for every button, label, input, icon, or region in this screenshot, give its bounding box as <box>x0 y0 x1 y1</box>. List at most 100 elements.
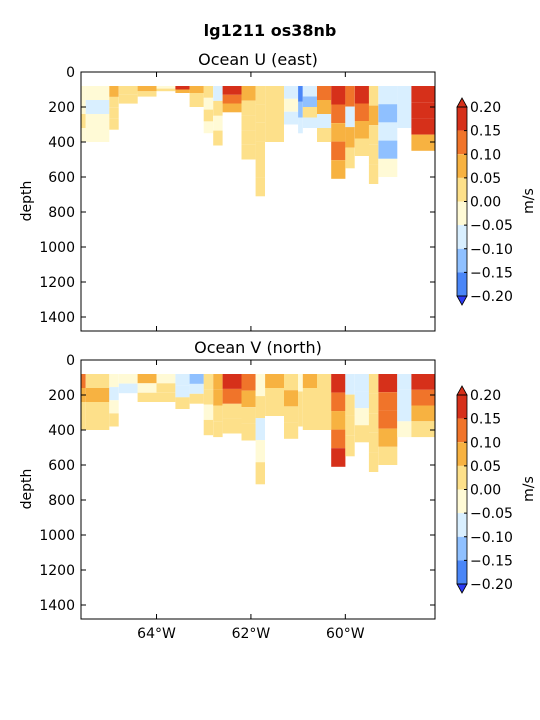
plot-area-v: 0 200 400 600 800 1000 1200 1400 64°W 62°W 60°W <box>39 353 436 642</box>
y-tick-label: 1400 <box>39 598 75 614</box>
data-cell <box>255 141 265 160</box>
data-cell <box>331 448 346 467</box>
data-cell <box>397 421 412 438</box>
data-cell <box>81 128 86 142</box>
colorbar-tick-label: 0.10 <box>470 435 501 451</box>
colorbar-segment <box>457 201 467 226</box>
data-cell <box>255 86 265 105</box>
y-tick-label: 400 <box>48 135 75 151</box>
y-axis-label-v: depth <box>19 469 35 510</box>
colorbar-tick-label: 0.05 <box>470 171 501 187</box>
data-cell <box>298 101 303 118</box>
data-cell <box>241 144 256 160</box>
data-cell <box>378 410 398 429</box>
y-tick-label: 200 <box>48 388 75 404</box>
data-cell <box>354 103 369 121</box>
data-cell <box>378 122 398 141</box>
y-tick-label: 600 <box>48 458 75 474</box>
data-cell <box>411 421 435 438</box>
data-cell <box>222 403 242 419</box>
data-cell <box>175 89 190 93</box>
colorbar-tick-label: 0.20 <box>470 100 501 116</box>
data-cell <box>109 374 119 388</box>
y-tick-label: 1200 <box>39 563 75 579</box>
data-cell <box>397 86 412 100</box>
colorbar-extend-max <box>456 97 468 108</box>
data-cell <box>85 100 110 114</box>
data-cell <box>255 374 265 397</box>
data-cell <box>241 390 256 408</box>
data-cell <box>203 86 214 98</box>
colorbar-label-v: m/s <box>521 476 537 502</box>
plot-area-u: 0 200 400 600 800 1000 1200 1400 <box>39 65 436 332</box>
data-cell <box>241 86 256 101</box>
data-cell <box>331 374 346 393</box>
data-cell <box>378 158 398 177</box>
colorbar-tick-label: −0.05 <box>470 506 513 522</box>
x-tick-label: 62°W <box>232 626 271 642</box>
colorbar-segment <box>457 248 467 273</box>
data-cell <box>368 452 379 472</box>
data-cell <box>109 413 119 427</box>
data-cell <box>175 86 190 90</box>
data-cell <box>317 114 332 128</box>
data-cell <box>331 429 346 449</box>
data-cell <box>118 383 138 394</box>
data-cell <box>397 100 412 114</box>
data-cell <box>222 94 242 104</box>
data-cell <box>265 86 284 100</box>
colorbar-segment <box>457 107 467 131</box>
x-tick-label: 64°W <box>137 626 176 642</box>
data-cell <box>156 383 176 393</box>
data-cell <box>302 402 317 416</box>
y-tick-label: 800 <box>48 205 75 221</box>
data-cell <box>411 405 435 422</box>
colorbar-extend-min <box>456 295 468 306</box>
data-cell <box>109 400 119 414</box>
panel-ocean-v: Ocean V (north) depth 0 200 400 600 800 1000 1… <box>19 338 537 642</box>
data-cell <box>189 374 204 384</box>
data-cell <box>241 100 256 116</box>
data-cell <box>213 405 223 422</box>
data-cell <box>378 392 398 411</box>
data-cell <box>397 405 412 422</box>
data-cell <box>411 389 435 406</box>
x-tick-label: 60°W <box>326 626 365 642</box>
data-cell <box>345 435 355 457</box>
data-cell <box>81 402 86 416</box>
data-cell <box>213 374 223 390</box>
data-cell <box>189 93 204 100</box>
data-cell <box>368 432 379 453</box>
data-cell <box>302 117 317 128</box>
data-cell <box>368 125 379 145</box>
data-cell <box>354 391 369 409</box>
colorbar-segment <box>457 154 467 178</box>
data-cell <box>331 123 346 142</box>
data-cell <box>298 86 303 102</box>
data-cell <box>222 388 242 404</box>
data-cell <box>331 141 346 161</box>
data-cell <box>298 117 303 134</box>
data-cell <box>265 402 284 416</box>
y-axis-label-u: depth <box>19 181 35 222</box>
data-cell <box>378 104 398 123</box>
data-cell <box>255 418 265 441</box>
data-cell <box>203 374 214 390</box>
data-cell <box>345 127 355 148</box>
data-cell <box>368 393 379 414</box>
data-cell <box>85 416 110 430</box>
data-cell <box>241 374 256 391</box>
data-cell <box>189 100 204 107</box>
data-cell <box>345 147 355 169</box>
data-cell <box>203 389 214 405</box>
data-cell <box>203 404 214 420</box>
data-cell <box>368 374 379 394</box>
data-cell <box>189 393 204 404</box>
data-cell <box>317 86 332 100</box>
data-cell <box>378 446 398 465</box>
data-cell <box>255 177 265 197</box>
colorbar-segment <box>457 272 467 296</box>
data-cell <box>109 118 119 130</box>
colorbar-segment <box>457 465 467 490</box>
colorbar-segment <box>457 418 467 443</box>
